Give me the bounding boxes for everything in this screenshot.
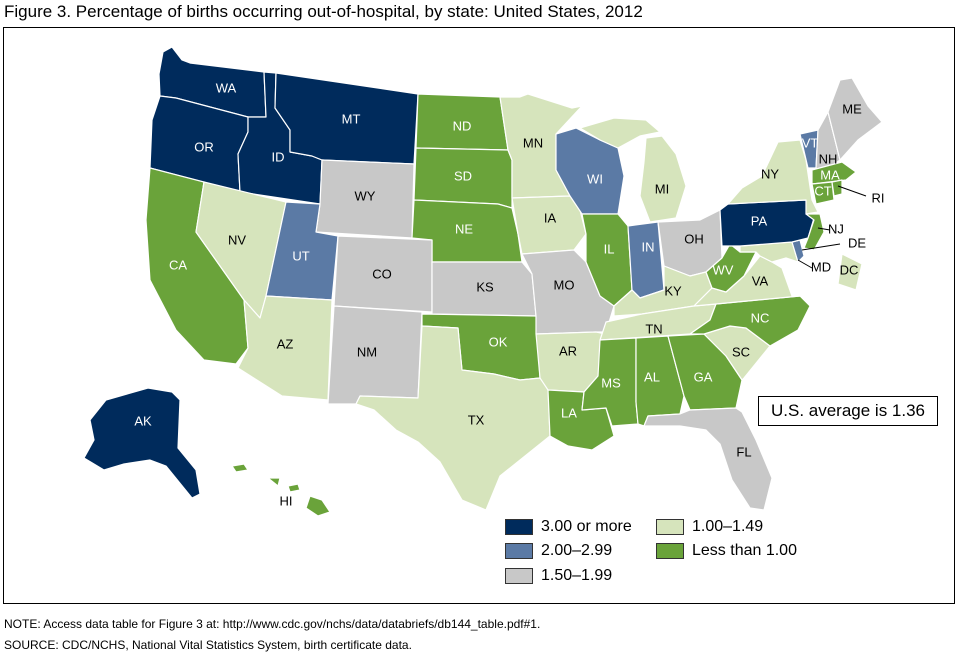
- label-CO: CO: [372, 266, 392, 281]
- label-OR: OR: [194, 139, 214, 154]
- label-AZ: AZ: [277, 336, 294, 351]
- label-NC: NC: [751, 310, 770, 325]
- legend-swatch: [656, 543, 684, 559]
- state-ME: [827, 77, 883, 161]
- label-DE: DE: [848, 235, 866, 250]
- state-KY: [613, 265, 713, 317]
- legend-item-1-5-to-1-99: 1.50–1.99: [505, 567, 612, 585]
- legend-label: 1.50–1.99: [541, 567, 613, 584]
- map-frame: [3, 27, 955, 604]
- legend-label: Less than 1.00: [692, 542, 797, 559]
- label-KS: KS: [476, 279, 494, 294]
- label-MS: MS: [601, 375, 621, 390]
- label-SC: SC: [732, 344, 750, 359]
- label-WA: WA: [216, 80, 237, 95]
- label-PA: PA: [751, 213, 768, 228]
- state-AZ: [237, 295, 333, 401]
- label-DC: DC: [840, 262, 859, 277]
- label-MA: MA: [820, 167, 840, 182]
- label-NY: NY: [761, 166, 779, 181]
- label-NJ: NJ: [828, 221, 844, 236]
- label-MO: MO: [554, 277, 575, 292]
- label-VA: VA: [752, 273, 769, 288]
- state-HI: [231, 463, 331, 517]
- legend-item-1-to-1-49: 1.00–1.49: [656, 518, 763, 536]
- label-VT: VT: [802, 135, 819, 150]
- label-LA: LA: [561, 405, 577, 420]
- legend-item-less-than-1: Less than 1.00: [656, 542, 797, 560]
- label-OH: OH: [684, 231, 704, 246]
- label-WY: WY: [355, 188, 376, 203]
- label-AL: AL: [644, 369, 660, 384]
- state-FL: [643, 407, 773, 511]
- note-text: NOTE: Access data table for Figure 3 at:…: [4, 617, 541, 631]
- source-text: SOURCE: CDC/NCHS, National Vital Statist…: [4, 638, 412, 652]
- state-NC: [689, 295, 811, 347]
- state-CT: [811, 181, 835, 205]
- state-WI: [555, 127, 625, 215]
- label-NV: NV: [228, 232, 246, 247]
- label-ME: ME: [842, 101, 862, 116]
- legend-item-3-or-more: 3.00 or more: [505, 518, 632, 536]
- state-MI: [579, 117, 687, 223]
- state-MA: [811, 161, 857, 185]
- label-UT: UT: [292, 248, 309, 263]
- us-average-box: U.S. average is 1.36: [758, 396, 938, 426]
- label-WV: WV: [713, 262, 734, 277]
- label-CT: CT: [814, 183, 831, 198]
- state-TX: [355, 325, 551, 511]
- legend-label: 3.00 or more: [541, 518, 632, 535]
- label-NM: NM: [357, 344, 377, 359]
- label-MI: MI: [655, 181, 669, 196]
- label-KY: KY: [664, 283, 682, 298]
- label-WI: WI: [587, 171, 603, 186]
- figure-title: Figure 3. Percentage of births occurring…: [4, 2, 643, 21]
- state-DC: [837, 253, 863, 291]
- label-AK: AK: [134, 413, 152, 428]
- legend-swatch: [656, 519, 684, 535]
- label-TN: TN: [645, 321, 662, 336]
- state-IN: [627, 221, 665, 299]
- legend-label: 1.00–1.49: [692, 518, 764, 535]
- legend-item-2-to-2-99: 2.00–2.99: [505, 542, 612, 560]
- label-GA: GA: [694, 369, 713, 384]
- label-MD: MD: [811, 259, 831, 274]
- label-IL: IL: [604, 241, 615, 256]
- label-ND: ND: [453, 118, 472, 133]
- label-MT: MT: [342, 111, 361, 126]
- label-NH: NH: [819, 151, 838, 166]
- label-ID: ID: [272, 149, 285, 164]
- legend-label: 2.00–2.99: [541, 542, 613, 559]
- label-OK: OK: [489, 334, 508, 349]
- label-AR: AR: [559, 343, 577, 358]
- label-FL: FL: [736, 444, 751, 459]
- state-RI: [831, 179, 843, 197]
- legend-swatch: [505, 568, 533, 584]
- state-WY: [315, 159, 415, 239]
- legend-swatch: [505, 543, 533, 559]
- label-HI: HI: [280, 493, 293, 508]
- label-MN: MN: [523, 135, 543, 150]
- label-IN: IN: [642, 239, 655, 254]
- state-AK: [83, 387, 201, 499]
- legend-swatch: [505, 519, 533, 535]
- label-TX: TX: [468, 412, 485, 427]
- label-NE: NE: [455, 221, 473, 236]
- label-CA: CA: [169, 257, 187, 272]
- label-IA: IA: [544, 210, 557, 225]
- label-SD: SD: [454, 168, 472, 183]
- label-RI: RI: [872, 190, 885, 205]
